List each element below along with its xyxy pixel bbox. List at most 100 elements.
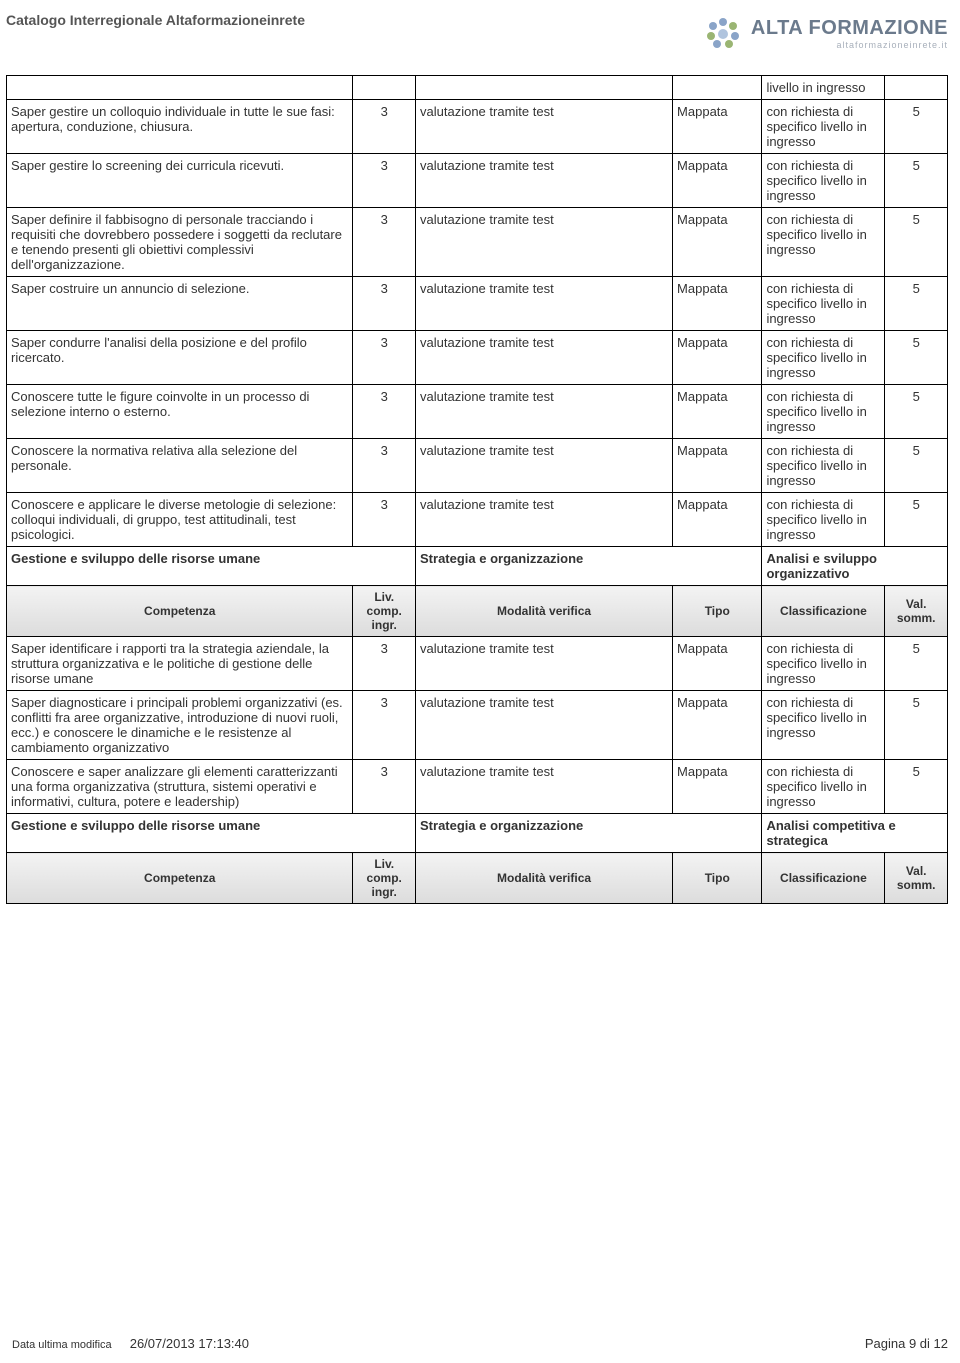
cell-tipo: Mappata	[673, 691, 762, 760]
cell-mod: valutazione tramite test	[416, 331, 673, 385]
cell-class: con richiesta di specifico livello in in…	[762, 277, 885, 331]
cell-liv: 3	[353, 691, 416, 760]
cell-liv: 3	[353, 493, 416, 547]
section-col3: Analisi e sviluppo organizzativo	[762, 547, 948, 586]
table-row: Conoscere e applicare le diverse metolog…	[7, 493, 948, 547]
cell-val: 5	[885, 331, 948, 385]
cell-tipo: Mappata	[673, 277, 762, 331]
section-col1: Gestione e sviluppo delle risorse umane	[7, 814, 416, 853]
table-row: Saper condurre l'analisi della posizione…	[7, 331, 948, 385]
cell-liv: 3	[353, 331, 416, 385]
cell-val: 5	[885, 208, 948, 277]
cell-liv: 3	[353, 439, 416, 493]
cell-val: 5	[885, 154, 948, 208]
page-header: Catalogo Interregionale Altaformazionein…	[6, 12, 948, 55]
cell-tipo: Mappata	[673, 637, 762, 691]
col-header-modalita: Modalità verifica	[416, 586, 673, 637]
section-col2: Strategia e organizzazione	[416, 814, 762, 853]
cell-val: 5	[885, 493, 948, 547]
table-row: Conoscere e saper analizzare gli element…	[7, 760, 948, 814]
table-row: Saper definire il fabbisogno di personal…	[7, 208, 948, 277]
cell-liv: 3	[353, 385, 416, 439]
cell-tipo: Mappata	[673, 493, 762, 547]
cell-tipo: Mappata	[673, 208, 762, 277]
cell-desc: Saper diagnosticare i principali problem…	[7, 691, 353, 760]
cell-mod: valutazione tramite test	[416, 691, 673, 760]
cell-liv: 3	[353, 277, 416, 331]
col-header-classificazione: Classificazione	[762, 586, 885, 637]
cell-mod: valutazione tramite test	[416, 385, 673, 439]
cell-mod: valutazione tramite test	[416, 277, 673, 331]
table-row: Conoscere la normativa relativa alla sel…	[7, 439, 948, 493]
col-header-tipo: Tipo	[673, 853, 762, 904]
cell-val: 5	[885, 277, 948, 331]
section-col1: Gestione e sviluppo delle risorse umane	[7, 547, 416, 586]
col-header-val: Val. somm.	[885, 586, 948, 637]
cell-tipo: Mappata	[673, 100, 762, 154]
cell-desc: Conoscere tutte le figure coinvolte in u…	[7, 385, 353, 439]
table-row: livello in ingresso	[7, 76, 948, 100]
table-row: Saper costruire un annuncio di selezione…	[7, 277, 948, 331]
cell-val: 5	[885, 439, 948, 493]
section-heading-2: Gestione e sviluppo delle risorse umane …	[7, 814, 948, 853]
cell-liv: 3	[353, 637, 416, 691]
cell-tipo: Mappata	[673, 385, 762, 439]
cell-class: con richiesta di specifico livello in in…	[762, 493, 885, 547]
section-heading-1: Gestione e sviluppo delle risorse umane …	[7, 547, 948, 586]
cell-class: con richiesta di specifico livello in in…	[762, 331, 885, 385]
table-row: Conoscere tutte le figure coinvolte in u…	[7, 385, 948, 439]
col-header-liv: Liv. comp. ingr.	[353, 853, 416, 904]
logo: ALTA FORMAZIONE altaformazioneinrete.it	[703, 12, 948, 55]
col-header-liv: Liv. comp. ingr.	[353, 586, 416, 637]
cell-class: con richiesta di specifico livello in in…	[762, 208, 885, 277]
cell-desc: Saper gestire lo screening dei curricula…	[7, 154, 353, 208]
page-footer: Data ultima modifica 26/07/2013 17:13:40…	[12, 1336, 948, 1351]
col-header-tipo: Tipo	[673, 586, 762, 637]
cell-class: con richiesta di specifico livello in in…	[762, 637, 885, 691]
cell-desc: Saper costruire un annuncio di selezione…	[7, 277, 353, 331]
footer-label: Data ultima modifica	[12, 1339, 112, 1351]
catalog-title: Catalogo Interregionale Altaformazionein…	[6, 12, 305, 28]
footer-date: 26/07/2013 17:13:40	[130, 1336, 249, 1351]
cell-mod: valutazione tramite test	[416, 100, 673, 154]
cell-tipo: Mappata	[673, 439, 762, 493]
cell-val: 5	[885, 100, 948, 154]
table-row: Saper gestire un colloquio individuale i…	[7, 100, 948, 154]
section-col2: Strategia e organizzazione	[416, 547, 762, 586]
col-header-competenza: Competenza	[7, 586, 353, 637]
cell-class: con richiesta di specifico livello in in…	[762, 760, 885, 814]
cell-class: con richiesta di specifico livello in in…	[762, 154, 885, 208]
cell-classificazione: livello in ingresso	[762, 76, 885, 100]
cell-desc: Conoscere e saper analizzare gli element…	[7, 760, 353, 814]
cell-desc: Saper definire il fabbisogno di personal…	[7, 208, 353, 277]
cell-liv: 3	[353, 154, 416, 208]
col-header-val: Val. somm.	[885, 853, 948, 904]
cell-tipo: Mappata	[673, 331, 762, 385]
cell-class: con richiesta di specifico livello in in…	[762, 691, 885, 760]
table-row: Saper identificare i rapporti tra la str…	[7, 637, 948, 691]
cell-liv: 3	[353, 208, 416, 277]
footer-page: Pagina 9 di 12	[865, 1336, 948, 1351]
cell-desc: Saper condurre l'analisi della posizione…	[7, 331, 353, 385]
cell-mod: valutazione tramite test	[416, 154, 673, 208]
cell-mod: valutazione tramite test	[416, 493, 673, 547]
cell-mod: valutazione tramite test	[416, 439, 673, 493]
cell-desc: Saper gestire un colloquio individuale i…	[7, 100, 353, 154]
cell-mod: valutazione tramite test	[416, 760, 673, 814]
logo-icon	[703, 12, 743, 55]
logo-subtitle: altaformazioneinrete.it	[751, 40, 948, 50]
col-header-competenza: Competenza	[7, 853, 353, 904]
table-header-row: Competenza Liv. comp. ingr. Modalità ver…	[7, 853, 948, 904]
table-row: Saper gestire lo screening dei curricula…	[7, 154, 948, 208]
cell-tipo: Mappata	[673, 154, 762, 208]
cell-class: con richiesta di specifico livello in in…	[762, 100, 885, 154]
cell-tipo: Mappata	[673, 760, 762, 814]
competencies-table-1: livello in ingresso Saper gestire un col…	[6, 75, 948, 904]
table-row: Saper diagnosticare i principali problem…	[7, 691, 948, 760]
col-header-classificazione: Classificazione	[762, 853, 885, 904]
cell-mod: valutazione tramite test	[416, 637, 673, 691]
cell-val: 5	[885, 637, 948, 691]
cell-liv: 3	[353, 760, 416, 814]
cell-desc: Saper identificare i rapporti tra la str…	[7, 637, 353, 691]
cell-liv: 3	[353, 100, 416, 154]
